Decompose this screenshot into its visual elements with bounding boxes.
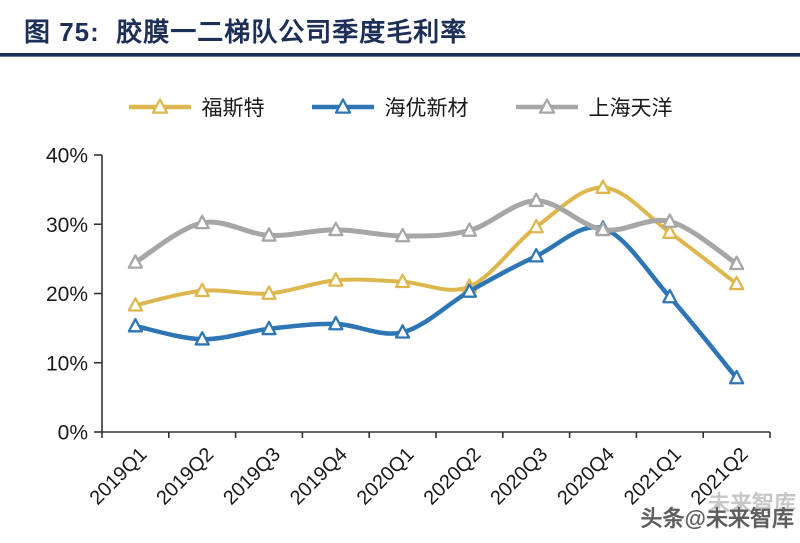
line-triangle-marker-icon: [128, 98, 191, 114]
triangle-marker-icon: [328, 315, 344, 331]
triangle-marker-icon: [394, 273, 411, 289]
x-tick-label: 2019Q4: [286, 444, 352, 510]
triangle-marker-icon: [595, 221, 611, 237]
watermark: 头条@未来智库: [640, 506, 794, 531]
y-tick-label: 0%: [58, 422, 88, 445]
triangle-marker-icon: [394, 324, 411, 339]
triangle-marker-icon: [328, 272, 344, 287]
x-tick-label: 2019Q2: [152, 444, 218, 510]
triangle-marker-icon: [528, 192, 544, 208]
y-tick-label: 40%: [46, 145, 88, 168]
series-line-0: [133, 185, 739, 308]
triangle-marker-icon: [194, 331, 210, 346]
triangle-marker-icon: [728, 275, 745, 291]
triangle-marker-icon: [261, 285, 277, 300]
y-tick-label: 10%: [46, 352, 88, 375]
x-tick-label: 2021Q1: [620, 444, 686, 510]
x-tick-label: 2019Q1: [86, 444, 152, 510]
triangle-marker-icon: [528, 247, 544, 263]
series-line-2: [132, 198, 740, 267]
legend-item-foster: 福斯特: [128, 92, 265, 122]
legend-item-haiyou: 海优新材: [311, 92, 469, 122]
triangle-marker-icon: [261, 320, 277, 336]
x-tick-label: 2019Q3: [219, 444, 285, 510]
x-tick-label: 2020Q1: [353, 444, 419, 510]
triangle-marker-icon: [328, 221, 344, 237]
y-tick-label: 30%: [46, 214, 88, 237]
triangle-marker-icon: [394, 227, 411, 243]
legend-item-tianyang: 上海天洋: [515, 92, 673, 122]
line-triangle-marker-icon: [515, 98, 578, 114]
series-markers-1: [127, 220, 745, 385]
triangle-marker-icon: [194, 214, 210, 230]
y-tick-label: 20%: [46, 283, 88, 306]
x-tick-label: 2020Q3: [486, 444, 552, 510]
triangle-marker-icon: [595, 179, 611, 194]
series-markers-2: [127, 192, 745, 271]
triangle-marker-icon: [528, 218, 544, 234]
line-chart: 0%10%20%30%40%2019Q1 2019Q2 2019Q3 2019Q4 20…: [46, 145, 771, 510]
x-tick-label: 2020Q4: [553, 444, 619, 510]
title-rule: [0, 53, 800, 57]
triangle-marker-icon: [728, 369, 745, 385]
legend-label: 福斯特: [201, 97, 265, 120]
triangle-marker-icon: [728, 255, 745, 271]
triangle-marker-icon: [662, 224, 678, 239]
legend-label: 海优新材: [384, 97, 469, 120]
triangle-marker-icon: [662, 213, 678, 228]
triangle-marker-icon: [662, 288, 678, 304]
watermark-ghost: 未来智库: [707, 491, 796, 516]
line-triangle-marker-icon: [311, 98, 374, 114]
figure-title: 图 75: 胶膜一二梯队公司季度毛利率: [24, 17, 468, 47]
x-axis-labels: 2019Q1 2019Q2 2019Q3 2019Q4 2020Q1 2020Q2 2020…: [86, 444, 753, 510]
legend-label: 上海天洋: [588, 97, 673, 120]
triangle-marker-icon: [461, 222, 478, 237]
chart-plot-area: 0% 10% 20% 30% 40% 2019Q1 2019Q2 2019Q3 2019Q4 20…: [0, 135, 800, 538]
triangle-marker-icon: [461, 283, 478, 298]
x-axis-ticks: [101, 432, 771, 438]
y-axis-ticks: [94, 154, 102, 433]
chart-legend: 福斯特 海优新材 上海天洋: [0, 92, 800, 122]
triangle-marker-icon: [194, 282, 210, 298]
x-tick-label: 2020Q2: [420, 444, 486, 510]
triangle-marker-icon: [127, 297, 144, 312]
triangle-marker-icon: [127, 254, 144, 269]
y-axis-labels: 0% 10% 20% 30% 40%: [46, 145, 88, 445]
triangle-marker-icon: [261, 227, 277, 242]
triangle-marker-icon: [127, 317, 144, 333]
series-line-1: [133, 224, 739, 381]
